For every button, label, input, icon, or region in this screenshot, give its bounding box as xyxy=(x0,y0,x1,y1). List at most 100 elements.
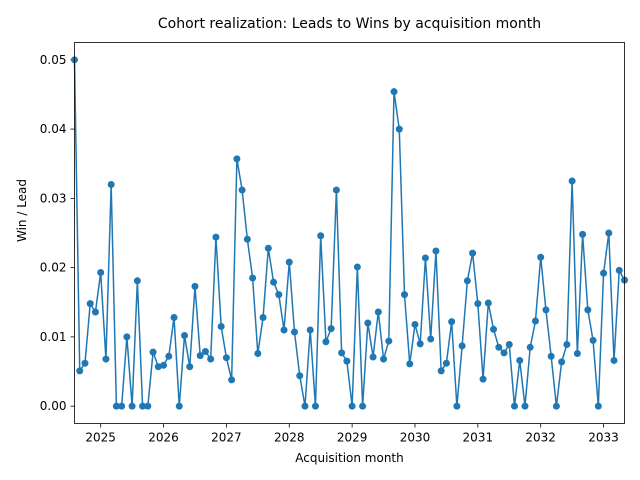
data-point xyxy=(128,402,136,410)
data-point xyxy=(317,232,325,240)
data-point xyxy=(306,326,314,334)
data-point xyxy=(270,278,278,286)
data-point xyxy=(563,341,571,349)
data-point xyxy=(526,343,534,351)
data-point xyxy=(86,300,94,308)
y-tick-label: 0.01 xyxy=(40,330,67,344)
data-point xyxy=(359,402,367,410)
data-point xyxy=(338,349,346,357)
data-point xyxy=(374,308,382,316)
data-point xyxy=(495,343,503,351)
data-point xyxy=(369,353,377,361)
data-point xyxy=(243,235,251,243)
data-point xyxy=(589,336,597,344)
data-point xyxy=(463,277,471,285)
data-point xyxy=(605,229,613,237)
data-point xyxy=(573,350,581,358)
data-point xyxy=(249,274,257,282)
data-point xyxy=(542,306,550,314)
data-point xyxy=(280,326,288,334)
y-tick-label: 0.03 xyxy=(40,191,67,205)
data-point xyxy=(149,348,157,356)
data-point xyxy=(133,277,141,285)
x-tick-label: 2030 xyxy=(400,431,431,445)
y-tick-label: 0.04 xyxy=(40,122,67,136)
data-point xyxy=(547,352,555,360)
data-point xyxy=(432,247,440,255)
data-point xyxy=(427,335,435,343)
data-point xyxy=(484,299,492,307)
y-tick-label: 0.00 xyxy=(40,399,67,413)
data-point xyxy=(332,186,340,194)
data-point xyxy=(552,402,560,410)
data-point xyxy=(453,402,461,410)
x-tick-label: 2031 xyxy=(463,431,494,445)
data-point xyxy=(385,337,393,345)
data-point xyxy=(76,367,84,375)
data-point xyxy=(531,317,539,325)
data-point xyxy=(228,376,236,384)
y-tick-label: 0.05 xyxy=(40,53,67,67)
data-point xyxy=(537,253,545,261)
data-point xyxy=(97,268,105,276)
x-axis-ticks: 2025 2026 2027 2028 2029 2030 2031 2032 2033 xyxy=(85,423,619,445)
data-point xyxy=(416,340,424,348)
data-point xyxy=(594,402,602,410)
x-tick-label: 2029 xyxy=(337,431,368,445)
data-point xyxy=(233,155,241,163)
data-point xyxy=(165,352,173,360)
series-line xyxy=(73,59,626,407)
x-tick-label: 2026 xyxy=(148,431,179,445)
y-axis-ticks: 0.00 0.01 0.02 0.03 0.04 0.05 xyxy=(40,53,75,413)
x-axis-label: Acquisition month xyxy=(295,451,404,465)
x-tick-label: 2027 xyxy=(211,431,242,445)
data-point xyxy=(390,88,398,96)
data-point xyxy=(437,367,445,375)
data-point xyxy=(327,325,335,333)
data-point xyxy=(91,308,99,316)
data-point xyxy=(343,357,351,365)
data-point xyxy=(322,338,330,346)
data-point xyxy=(217,323,225,331)
data-point xyxy=(186,363,194,371)
data-point xyxy=(191,282,199,290)
data-point xyxy=(212,233,220,241)
data-point xyxy=(264,244,272,252)
data-point xyxy=(154,363,162,371)
data-point xyxy=(259,314,267,322)
data-point xyxy=(238,186,246,194)
data-point xyxy=(107,181,115,189)
data-point xyxy=(568,177,576,185)
data-point xyxy=(102,355,110,363)
data-point xyxy=(458,342,466,350)
data-point xyxy=(285,258,293,266)
data-point xyxy=(291,328,298,336)
data-point xyxy=(380,355,388,363)
data-point xyxy=(175,402,183,410)
data-point xyxy=(201,347,209,355)
data-point xyxy=(254,350,262,358)
data-point xyxy=(558,358,566,366)
data-point xyxy=(442,359,450,367)
data-point xyxy=(160,361,168,369)
data-point xyxy=(301,402,309,410)
data-point xyxy=(311,402,319,410)
data-point xyxy=(364,319,372,327)
x-tick-label: 2033 xyxy=(588,431,619,445)
data-point xyxy=(521,402,529,410)
data-point xyxy=(610,356,618,364)
data-point xyxy=(181,332,188,340)
data-point xyxy=(353,263,361,271)
data-point xyxy=(112,402,120,410)
data-point xyxy=(296,372,304,380)
data-point xyxy=(500,349,508,357)
y-tick-label: 0.02 xyxy=(40,261,67,275)
data-point xyxy=(600,269,608,277)
data-point xyxy=(479,375,487,383)
data-point xyxy=(81,359,89,367)
data-point xyxy=(411,320,419,328)
data-point xyxy=(275,291,283,299)
data-point xyxy=(401,291,408,299)
data-point xyxy=(348,402,356,410)
chart-title: Cohort realization: Leads to Wins by acq… xyxy=(158,16,541,32)
